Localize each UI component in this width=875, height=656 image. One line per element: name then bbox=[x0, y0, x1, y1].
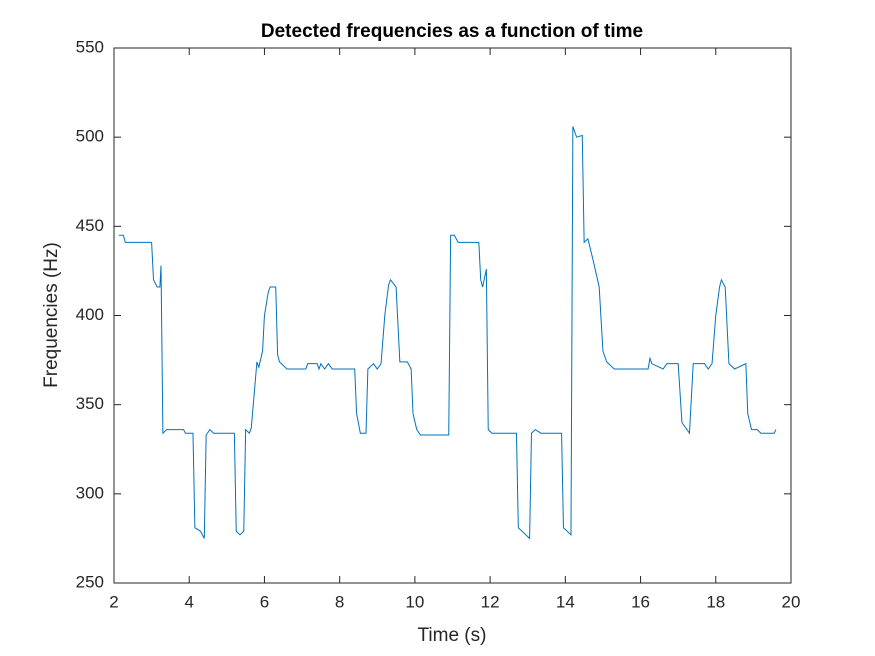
y-tick-label: 400 bbox=[76, 305, 104, 324]
y-tick-label: 500 bbox=[76, 127, 104, 146]
x-tick-label: 2 bbox=[109, 592, 118, 611]
x-tick-label: 14 bbox=[556, 592, 575, 611]
chart-title: Detected frequencies as a function of ti… bbox=[261, 21, 643, 42]
x-tick-label: 6 bbox=[260, 592, 269, 611]
x-tick-label: 16 bbox=[631, 592, 650, 611]
y-tick-label: 550 bbox=[76, 37, 104, 56]
plot-area bbox=[113, 47, 792, 584]
data-line bbox=[118, 126, 777, 540]
x-axis-label: Time (s) bbox=[418, 625, 487, 646]
x-tick-label: 12 bbox=[481, 592, 500, 611]
x-tick-label: 20 bbox=[782, 592, 801, 611]
x-tick-label: 18 bbox=[706, 592, 725, 611]
y-tick-label: 350 bbox=[76, 394, 104, 413]
y-tick-label: 450 bbox=[76, 216, 104, 235]
y-axis-label: Frequencies (Hz) bbox=[41, 242, 62, 388]
y-tick-label: 250 bbox=[76, 572, 104, 591]
x-tick-label: 10 bbox=[405, 592, 424, 611]
x-tick-label: 8 bbox=[335, 592, 344, 611]
y-tick-label: 300 bbox=[76, 483, 104, 502]
x-tick-label: 4 bbox=[184, 592, 193, 611]
